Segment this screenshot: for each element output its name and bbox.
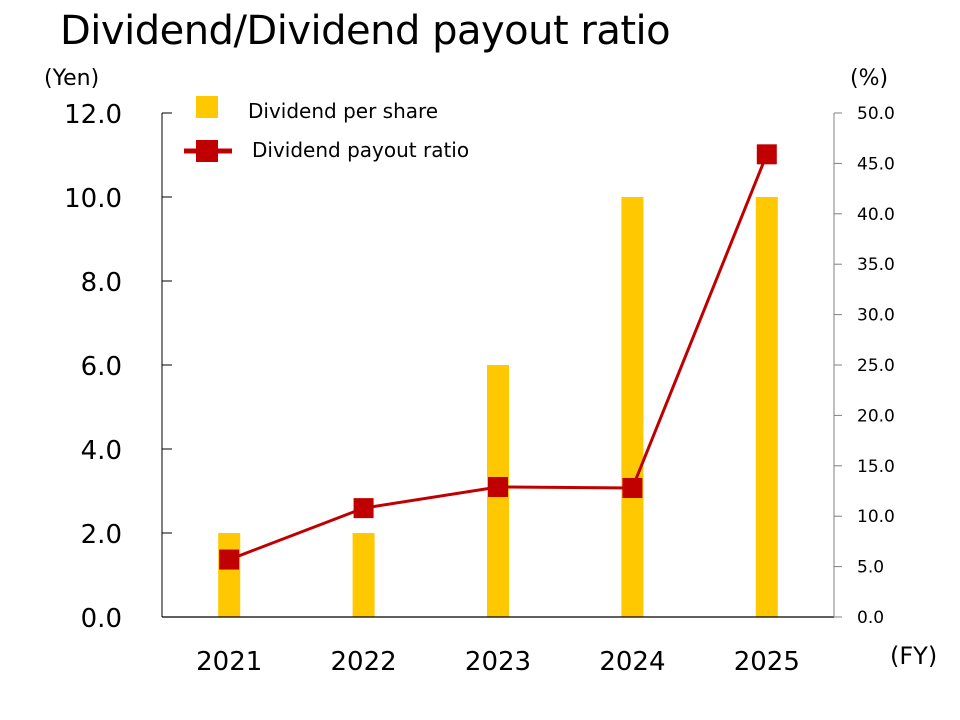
x-tick-label: 2021 [196, 647, 262, 677]
legend-label-payout-ratio: Dividend payout ratio [252, 138, 469, 162]
bar-2025 [755, 197, 778, 617]
right-tick-label: 20.0 [857, 406, 895, 426]
right-tick-label: 15.0 [857, 457, 895, 477]
legend: Dividend per share Dividend payout ratio [184, 96, 469, 162]
right-tick-label: 10.0 [857, 507, 895, 527]
right-tick-label: 35.0 [857, 255, 895, 275]
bar-series-dividend-per-share [218, 197, 778, 617]
legend-marker-payout-ratio [196, 140, 218, 162]
right-tick-label: 50.0 [857, 104, 895, 124]
right-tick-label: 5.0 [857, 558, 884, 578]
marker-2025 [756, 144, 777, 165]
line-series-payout-ratio [219, 144, 777, 570]
bar-2022 [352, 533, 375, 617]
right-tick-label: 0.0 [857, 608, 884, 628]
marker-2024 [622, 477, 643, 498]
legend-swatch-dividend-per-share [196, 96, 218, 118]
right-tick-label: 45.0 [857, 154, 895, 174]
axes: 0.0 2.0 4.0 6.0 8.0 10.0 12.0 0.0 5.0 10.0 15.0 20.… [64, 100, 895, 677]
bar-2024 [621, 197, 644, 617]
left-tick-label: 8.0 [81, 268, 122, 298]
right-axis-unit: (%) [850, 66, 889, 91]
legend-label-dividend-per-share: Dividend per share [248, 99, 438, 123]
x-tick-label: 2022 [331, 647, 397, 677]
marker-2022 [353, 498, 374, 519]
left-tick-label: 12.0 [64, 100, 122, 130]
chart-title: Dividend/Dividend payout ratio [60, 8, 671, 54]
x-tick-label: 2025 [734, 647, 800, 677]
x-tick-label: 2024 [599, 647, 665, 677]
left-tick-label: 4.0 [81, 436, 122, 466]
x-tick-label: 2023 [465, 647, 531, 677]
marker-2021 [219, 549, 240, 570]
left-axis-unit: (Yen) [44, 66, 100, 91]
left-tick-label: 0.0 [81, 604, 122, 634]
bar-2021 [218, 533, 241, 617]
x-axis-unit: (FY) [890, 642, 938, 670]
right-tick-label: 30.0 [857, 306, 895, 326]
marker-2023 [488, 476, 508, 497]
left-tick-label: 2.0 [81, 520, 122, 550]
right-tick-label: 25.0 [857, 356, 895, 376]
left-tick-label: 6.0 [81, 352, 122, 382]
right-tick-label: 40.0 [857, 205, 895, 225]
left-tick-label: 10.0 [64, 184, 122, 214]
